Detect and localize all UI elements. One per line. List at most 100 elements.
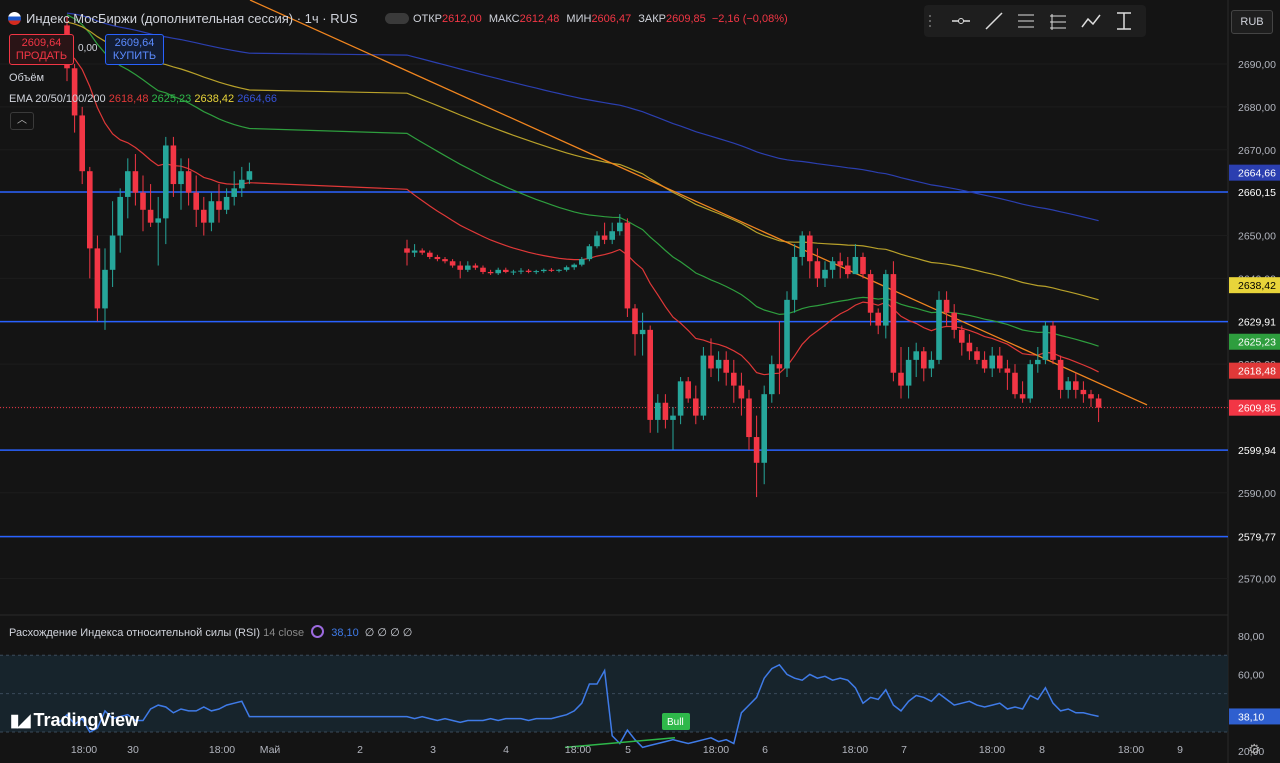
candle-body <box>472 265 479 268</box>
rsi-line <box>58 663 1099 749</box>
level-label-bg <box>1229 442 1280 459</box>
settings-dot-icon[interactable] <box>385 13 409 24</box>
position-icon[interactable] <box>1047 11 1069 31</box>
candle-body <box>883 274 889 326</box>
price-scale-background <box>1228 0 1280 763</box>
currency-button[interactable]: RUB <box>1231 10 1273 34</box>
close-label: ЗАКР <box>638 13 666 25</box>
candle-body <box>700 355 707 416</box>
candle-body <box>662 402 669 420</box>
bull-badge <box>662 713 690 730</box>
rsi-params: 14 close <box>263 627 305 639</box>
candle-body <box>449 261 456 266</box>
candle-body <box>579 259 585 265</box>
price-axis-label-bg <box>1229 399 1280 416</box>
level-label-bg <box>1229 313 1280 330</box>
candle-body <box>170 145 177 185</box>
trend-line-icon[interactable] <box>983 11 1005 31</box>
candle-body <box>178 171 184 185</box>
candle-body <box>913 351 919 360</box>
candle-body <box>79 115 85 172</box>
buy-button[interactable]: 2609,64 КУПИТЬ <box>105 34 164 65</box>
gear-icon[interactable]: ⚙ <box>1248 741 1261 757</box>
candle-body <box>617 222 623 232</box>
horizontal-line-icon[interactable] <box>950 11 972 31</box>
candle-body <box>556 269 562 271</box>
candle-body <box>457 265 463 270</box>
candle-body <box>1065 381 1071 390</box>
ema200-line <box>66 12 1099 222</box>
candle-body <box>231 188 237 197</box>
brand-text: TradingView <box>33 710 140 730</box>
x-tick-label: 6 <box>762 744 768 756</box>
rsi-tick-label: 80,00 <box>1238 631 1264 643</box>
x-tick-label: 3 <box>430 744 436 756</box>
candle-body <box>845 265 851 275</box>
x-tick-label: 30 <box>127 744 139 756</box>
candle-body <box>860 256 866 275</box>
open-value: 2612,00 <box>442 13 482 25</box>
rsi-legend[interactable]: Расхождение Индекса относительной силы (… <box>9 625 412 639</box>
candle-body <box>1088 394 1094 399</box>
rsi-settings-icon[interactable] <box>311 625 325 638</box>
high-label: МАКС <box>488 13 520 25</box>
candle-body <box>109 235 116 270</box>
candle-body <box>427 252 433 257</box>
y-tick-label: 2590,00 <box>1238 488 1276 500</box>
x-tick-label: 18:00 <box>71 744 97 756</box>
candle-body <box>974 351 980 360</box>
candle-body <box>239 179 245 189</box>
tradingview-logo: ▮◢ TradingView <box>10 710 140 730</box>
candle-body <box>1019 394 1026 399</box>
y-tick-label: 2650,00 <box>1238 231 1276 243</box>
rsi-last-bg <box>1229 708 1280 725</box>
collapse-icon[interactable]: ︿ <box>10 112 34 130</box>
sell-button[interactable]: 2609,64 ПРОДАТЬ <box>9 34 74 65</box>
x-tick-label: 18:00 <box>703 744 729 756</box>
level-label-bg <box>1229 183 1280 200</box>
candle-body <box>951 312 957 330</box>
measure-icon[interactable] <box>1113 11 1135 31</box>
candle-body <box>639 329 646 335</box>
candle-body <box>246 171 253 180</box>
fib-icon[interactable] <box>1015 11 1037 31</box>
candle-body <box>966 342 973 352</box>
x-tick-label: 2 <box>357 744 363 756</box>
symbol-title[interactable]: Индекс МосБиржи (дополнительная сессия) … <box>26 11 358 26</box>
ema20-value: 2618,48 <box>108 93 149 105</box>
candle-body <box>419 250 425 253</box>
low-value: 2606,47 <box>591 13 632 25</box>
price-axis-label-bg <box>1229 362 1280 379</box>
candle-body <box>571 264 577 268</box>
candle-body <box>799 235 805 257</box>
x-tick-label: 4 <box>503 744 509 756</box>
volume-label[interactable]: Объём <box>9 72 45 84</box>
ema-legend[interactable]: EMA 20/50/100/200 2618,48 2625,23 2638,4… <box>9 93 277 105</box>
low-label: МИН <box>566 13 592 25</box>
candle-body <box>185 171 192 193</box>
candle-body <box>503 269 509 272</box>
candle-body <box>510 271 517 273</box>
candle-body <box>898 372 904 386</box>
x-tick-label: 18:00 <box>209 744 235 756</box>
candle-body <box>94 248 101 309</box>
candle-body <box>1080 389 1087 395</box>
candle-body <box>943 299 950 313</box>
x-tick-label: 8 <box>1039 744 1045 756</box>
candle-body <box>548 269 555 271</box>
flag-icon <box>8 12 21 25</box>
candle-body <box>647 329 653 420</box>
candle-body <box>223 196 230 210</box>
candle-body <box>1004 368 1011 373</box>
rsi-tick-label: 20,00 <box>1238 746 1264 758</box>
y-tick-label: 2680,00 <box>1238 102 1276 114</box>
candle-body <box>541 269 547 272</box>
y-tick-label: 2570,00 <box>1238 574 1276 586</box>
path-icon[interactable] <box>1080 11 1102 31</box>
candle-body <box>731 372 737 386</box>
drag-handle-icon[interactable] <box>928 11 934 31</box>
candle-body <box>1027 364 1033 399</box>
candle-body <box>738 385 745 399</box>
level-label: 2629,91 <box>1238 317 1276 329</box>
